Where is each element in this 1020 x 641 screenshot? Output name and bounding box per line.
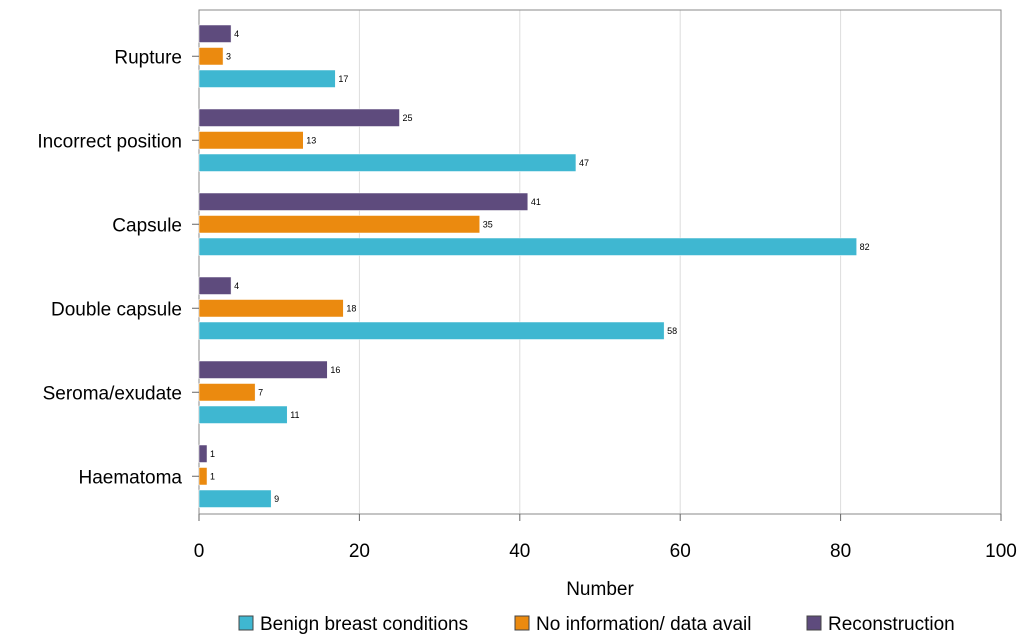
- category-labels: Rupture Incorrect position Capsule Double c…: [37, 47, 199, 488]
- data-label: 41: [531, 197, 541, 207]
- bar: [198, 489, 272, 508]
- bar: [198, 131, 304, 150]
- data-label: 4: [234, 29, 239, 39]
- data-label: 9: [274, 494, 279, 504]
- bar: [198, 192, 529, 211]
- plot-area-frame: [198, 9, 1002, 515]
- bar: [198, 321, 665, 340]
- x-axis-ticks: 0 20 40 60 80 100: [194, 514, 1017, 562]
- bar: [198, 237, 857, 256]
- bar: [198, 215, 480, 234]
- data-label: 17: [338, 74, 348, 84]
- legend-label: No information/ data avail: [536, 614, 751, 635]
- data-label: 58: [667, 326, 677, 336]
- data-label: 25: [403, 113, 413, 123]
- bar: [198, 360, 328, 379]
- x-tick-label: 100: [985, 541, 1017, 562]
- bar: [198, 444, 208, 463]
- x-axis-title: Number: [566, 579, 634, 600]
- data-label: 35: [483, 219, 493, 229]
- bar: [198, 24, 232, 43]
- bar: [198, 299, 344, 318]
- category-label: Capsule: [112, 215, 182, 236]
- legend-swatch: [238, 615, 254, 631]
- bar: [198, 69, 336, 88]
- data-label: 7: [258, 387, 263, 397]
- data-label: 4: [234, 281, 239, 291]
- data-label: 11: [290, 410, 299, 420]
- data-label: 1: [210, 471, 215, 481]
- legend-label: Benign breast conditions: [260, 614, 468, 635]
- data-label: 16: [330, 365, 340, 375]
- bar: [198, 108, 400, 127]
- data-label: 82: [860, 242, 870, 252]
- bar: [198, 405, 288, 424]
- legend: Benign breast conditions No information/ …: [238, 614, 955, 635]
- bar: [198, 383, 256, 402]
- bar: [198, 47, 224, 66]
- x-tick-label: 40: [509, 541, 530, 562]
- x-tick-label: 80: [830, 541, 851, 562]
- bar: [198, 153, 577, 172]
- legend-label: Reconstruction: [828, 614, 955, 635]
- data-label: 1: [210, 449, 215, 459]
- data-label: 3: [226, 51, 231, 61]
- x-tick-label: 0: [194, 541, 205, 562]
- category-label: Double capsule: [51, 299, 182, 320]
- category-label: Seroma/exudate: [43, 383, 182, 404]
- data-label: 47: [579, 158, 589, 168]
- legend-swatch: [514, 615, 530, 631]
- x-tick-label: 60: [670, 541, 691, 562]
- gridlines: [358, 10, 842, 514]
- data-label: 13: [306, 135, 316, 145]
- x-tick-label: 20: [349, 541, 370, 562]
- data-label: 18: [346, 303, 356, 313]
- legend-swatch: [806, 615, 822, 631]
- bar: [198, 276, 232, 295]
- category-label: Incorrect position: [37, 131, 182, 152]
- category-label: Rupture: [114, 47, 182, 68]
- bar: [198, 467, 208, 486]
- category-label: Haematoma: [79, 467, 183, 488]
